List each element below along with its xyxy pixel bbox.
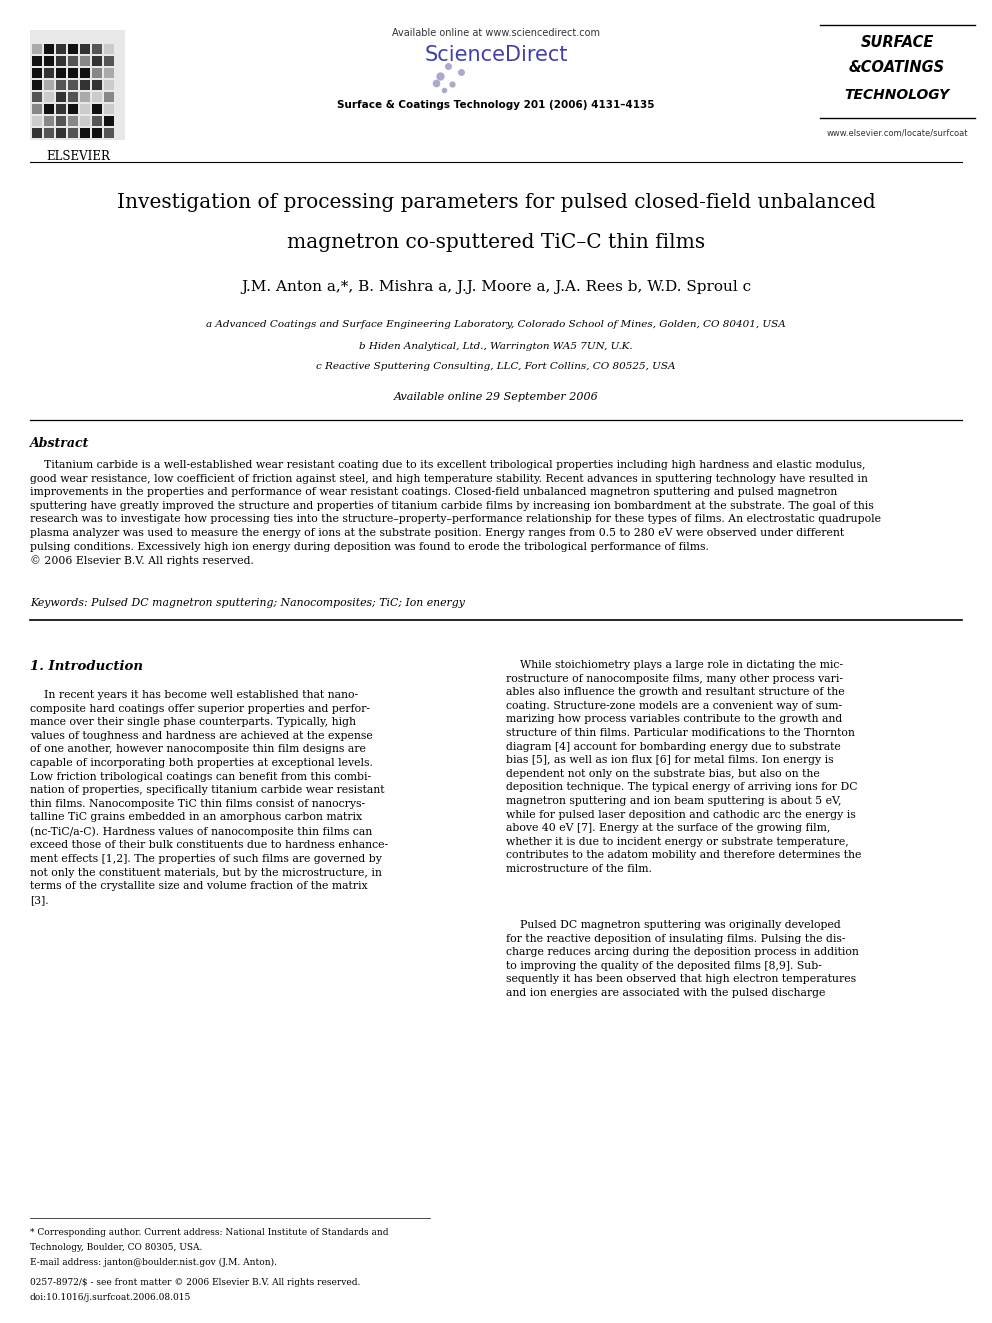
Bar <box>44 105 54 114</box>
Bar <box>44 116 54 126</box>
Bar <box>104 93 114 102</box>
Text: J.M. Anton a,*, B. Mishra a, J.J. Moore a, J.A. Rees b, W.D. Sproul c: J.M. Anton a,*, B. Mishra a, J.J. Moore … <box>241 280 751 294</box>
Bar <box>104 67 114 78</box>
Bar <box>32 116 42 126</box>
Bar <box>92 44 102 54</box>
Bar <box>44 56 54 66</box>
Text: While stoichiometry plays a large role in dictating the mic-
rostructure of nano: While stoichiometry plays a large role i… <box>506 660 861 875</box>
Bar <box>32 44 42 54</box>
Bar <box>104 105 114 114</box>
Bar <box>32 105 42 114</box>
Text: a Advanced Coatings and Surface Engineering Laboratory, Colorado School of Mines: a Advanced Coatings and Surface Engineer… <box>206 320 786 329</box>
Bar <box>56 93 66 102</box>
Text: www.elsevier.com/locate/surfcoat: www.elsevier.com/locate/surfcoat <box>826 128 968 138</box>
Bar <box>44 67 54 78</box>
Bar <box>80 105 90 114</box>
Text: TECHNOLOGY: TECHNOLOGY <box>844 89 949 102</box>
Bar <box>92 128 102 138</box>
Bar <box>56 116 66 126</box>
Bar <box>104 44 114 54</box>
Text: Investigation of processing parameters for pulsed closed-field unbalanced: Investigation of processing parameters f… <box>117 193 875 212</box>
Text: SURFACE: SURFACE <box>860 34 933 50</box>
Text: Available online 29 September 2006: Available online 29 September 2006 <box>394 392 598 402</box>
Bar <box>56 105 66 114</box>
Text: In recent years it has become well established that nano-
composite hard coating: In recent years it has become well estab… <box>30 691 388 905</box>
Bar <box>92 93 102 102</box>
Bar <box>56 44 66 54</box>
Bar <box>80 128 90 138</box>
Text: Titanium carbide is a well-established wear resistant coating due to its excelle: Titanium carbide is a well-established w… <box>30 460 881 566</box>
Text: ELSEVIER: ELSEVIER <box>46 149 110 163</box>
Bar <box>68 93 78 102</box>
Bar <box>80 67 90 78</box>
Bar <box>92 105 102 114</box>
Bar <box>56 128 66 138</box>
Text: E-mail address: janton@boulder.nist.gov (J.M. Anton).: E-mail address: janton@boulder.nist.gov … <box>30 1258 277 1267</box>
Text: Pulsed DC magnetron sputtering was originally developed
for the reactive deposit: Pulsed DC magnetron sputtering was origi… <box>506 919 859 998</box>
Bar <box>32 93 42 102</box>
Bar <box>68 44 78 54</box>
Bar <box>30 30 125 140</box>
Bar <box>92 116 102 126</box>
Bar <box>80 56 90 66</box>
Bar <box>68 56 78 66</box>
Bar <box>80 44 90 54</box>
Bar <box>68 128 78 138</box>
Bar <box>80 79 90 90</box>
Text: Surface & Coatings Technology 201 (2006) 4131–4135: Surface & Coatings Technology 201 (2006)… <box>337 101 655 110</box>
Text: Abstract: Abstract <box>30 437 89 450</box>
Text: * Corresponding author. Current address: National Institute of Standards and: * Corresponding author. Current address:… <box>30 1228 389 1237</box>
Bar <box>44 79 54 90</box>
Text: &COATINGS: &COATINGS <box>849 60 945 75</box>
Bar <box>68 79 78 90</box>
Bar <box>92 67 102 78</box>
Text: Technology, Boulder, CO 80305, USA.: Technology, Boulder, CO 80305, USA. <box>30 1244 202 1252</box>
Text: 1. Introduction: 1. Introduction <box>30 660 143 673</box>
Bar <box>44 128 54 138</box>
Bar <box>56 67 66 78</box>
Text: 0257-8972/$ - see front matter © 2006 Elsevier B.V. All rights reserved.: 0257-8972/$ - see front matter © 2006 El… <box>30 1278 360 1287</box>
Bar <box>68 116 78 126</box>
Bar <box>104 56 114 66</box>
Bar <box>44 44 54 54</box>
Bar <box>104 79 114 90</box>
Bar <box>56 56 66 66</box>
Text: Available online at www.sciencedirect.com: Available online at www.sciencedirect.co… <box>392 28 600 38</box>
Text: Keywords: Pulsed DC magnetron sputtering; Nanocomposites; TiC; Ion energy: Keywords: Pulsed DC magnetron sputtering… <box>30 598 465 609</box>
Text: b Hiden Analytical, Ltd., Warrington WA5 7UN, U.K.: b Hiden Analytical, Ltd., Warrington WA5… <box>359 343 633 351</box>
Bar <box>80 93 90 102</box>
Text: magnetron co-sputtered TiC–C thin films: magnetron co-sputtered TiC–C thin films <box>287 233 705 251</box>
Bar <box>68 67 78 78</box>
Bar <box>104 128 114 138</box>
Bar <box>44 93 54 102</box>
Bar <box>92 79 102 90</box>
Bar <box>32 79 42 90</box>
Bar <box>32 56 42 66</box>
Bar <box>80 116 90 126</box>
Bar <box>92 56 102 66</box>
Text: doi:10.1016/j.surfcoat.2006.08.015: doi:10.1016/j.surfcoat.2006.08.015 <box>30 1293 191 1302</box>
Bar <box>104 116 114 126</box>
Text: ScienceDirect: ScienceDirect <box>425 45 567 65</box>
Bar <box>32 128 42 138</box>
Text: c Reactive Sputtering Consulting, LLC, Fort Collins, CO 80525, USA: c Reactive Sputtering Consulting, LLC, F… <box>316 363 676 370</box>
Bar <box>68 105 78 114</box>
Bar <box>32 67 42 78</box>
Bar <box>56 79 66 90</box>
